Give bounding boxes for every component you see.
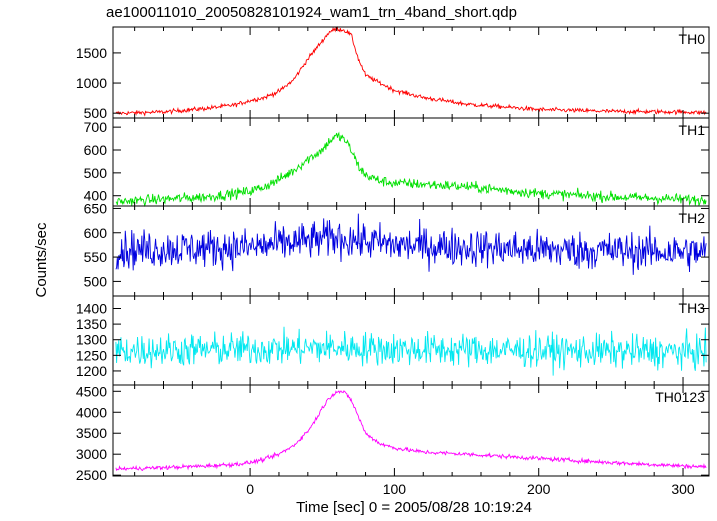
series-th1 (115, 131, 707, 208)
y-tick-label: 1350 (76, 316, 107, 332)
y-tick-label: 600 (84, 225, 108, 241)
chart-title: ae100011010_20050828101924_wam1_trn_4ban… (106, 4, 517, 21)
x-axis-label: Time [sec] 0 = 2005/08/28 10:19:24 (296, 499, 532, 516)
y-tick-label: 1000 (76, 75, 107, 91)
panel-frame (112, 295, 710, 386)
x-tick-label: 300 (671, 481, 695, 497)
y-tick-label: 1200 (76, 363, 107, 379)
x-tick-label: 100 (383, 481, 407, 497)
y-tick-label: 2500 (76, 467, 107, 483)
panel-frame (112, 26, 710, 119)
x-tick-label: 200 (527, 481, 551, 497)
y-tick-label: 4500 (76, 383, 107, 399)
series-th2 (115, 213, 707, 275)
panel-frame (112, 384, 710, 477)
panel-th0: 500 1000 1500 TH0 (76, 25, 710, 121)
y-tick-label: 400 (84, 188, 108, 204)
y-tick-label: 700 (84, 119, 108, 135)
panel-label: TH0 (679, 31, 706, 47)
x-tick-label: 0 (246, 481, 254, 497)
y-tick-label: 500 (84, 105, 108, 121)
y-tick-label: 1500 (76, 45, 107, 61)
panel-frame (112, 205, 710, 297)
y-tick-label: 500 (84, 165, 108, 181)
y-axis-label: Counts/sec (33, 222, 50, 298)
panel-label: TH1 (679, 122, 706, 138)
panel-th1: 400 500 600 700 TH1 (84, 117, 710, 208)
y-tick-label: 3000 (76, 446, 107, 462)
y-tick-label: 1250 (76, 347, 107, 363)
series-th0123 (115, 390, 707, 472)
y-tick-label: 550 (84, 249, 108, 265)
series-th0 (115, 25, 707, 117)
panel-label: TH3 (679, 300, 706, 316)
panel-frame (112, 117, 710, 207)
panel-th2: 500 550 600 650 TH2 (84, 200, 710, 297)
y-tick-label: 4000 (76, 404, 107, 420)
panel-label: TH0123 (655, 389, 705, 405)
y-tick-label: 3500 (76, 425, 107, 441)
y-tick-label: 1300 (76, 332, 107, 348)
panel-label: TH2 (679, 210, 706, 226)
y-tick-label: 500 (84, 273, 108, 289)
y-tick-label: 650 (84, 200, 108, 216)
y-tick-label: 1400 (76, 300, 107, 316)
series-th3 (115, 326, 707, 376)
y-tick-label: 600 (84, 142, 108, 158)
panel-th0123: 2500 3000 3500 4000 4500 TH0123 (76, 383, 710, 483)
